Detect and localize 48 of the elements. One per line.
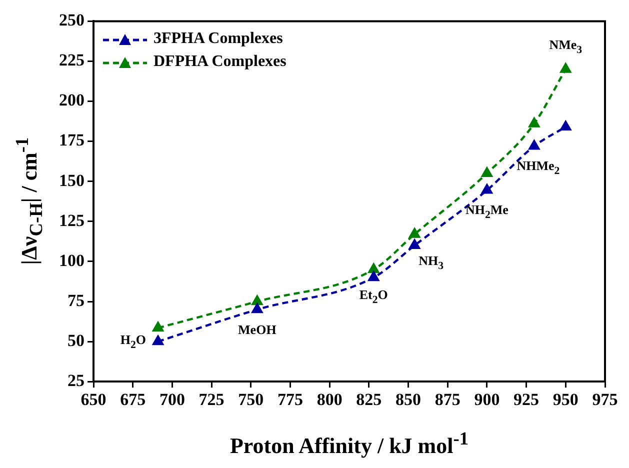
point (482, 167, 492, 177)
point (409, 239, 420, 250)
legend-label: 3FPHA Complexes (154, 30, 283, 48)
point (152, 322, 164, 332)
y-tick-label: 100 (59, 250, 84, 270)
x-axis-title: Proton Affinity / kJ mol$^{-1}$ (230, 428, 469, 460)
annotation: NH$_{2}$Me (465, 202, 508, 222)
x-tick-label: 775 (277, 390, 303, 410)
x-tick-label: 900 (474, 390, 500, 410)
y-tick-label: 50 (68, 330, 84, 350)
y-tick-label: 75 (68, 290, 84, 310)
y-tick-label: 225 (59, 50, 84, 70)
legend-label: DFPHA Complexes (154, 52, 286, 71)
y-tick-label: 250 (59, 10, 84, 30)
x-tick-label: 700 (159, 390, 185, 410)
x-tick-label: 750 (238, 390, 264, 410)
annotation: H$_{2}$O (120, 332, 146, 352)
annotation: NH$_{3}$ (418, 254, 444, 274)
annotation: MeOH (238, 322, 276, 338)
x-tick-label: 675 (120, 390, 146, 410)
point (528, 118, 540, 128)
y-tick-label: 25 (68, 370, 84, 390)
point (560, 120, 572, 131)
point (152, 335, 164, 346)
x-tick-label: 650 (80, 390, 106, 410)
x-tick-label: 825 (356, 390, 382, 410)
x-tick-label: 800 (316, 390, 342, 410)
point (409, 228, 420, 238)
x-tick-label: 950 (552, 390, 578, 410)
point (252, 303, 263, 314)
annotation: Et$_{2}$O (359, 288, 388, 308)
x-tick-label: 850 (396, 390, 422, 410)
point (482, 184, 492, 194)
point (528, 140, 540, 150)
x-tick-label: 875 (434, 390, 460, 410)
y-tick-label: 150 (59, 170, 84, 190)
x-tick-label: 975 (592, 390, 618, 410)
annotation: NHMe$_{2}$ (516, 158, 560, 178)
annotation: NMe$_{3}$ (549, 37, 582, 58)
y-tick-label: 125 (59, 210, 84, 230)
y-tick-label: 175 (59, 130, 84, 150)
point (252, 295, 263, 306)
point (368, 271, 380, 282)
x-tick-label: 725 (198, 390, 224, 410)
point (368, 263, 380, 274)
point (560, 63, 572, 73)
x-tick-label: 925 (514, 390, 540, 410)
y-tick-label: 200 (59, 90, 84, 110)
